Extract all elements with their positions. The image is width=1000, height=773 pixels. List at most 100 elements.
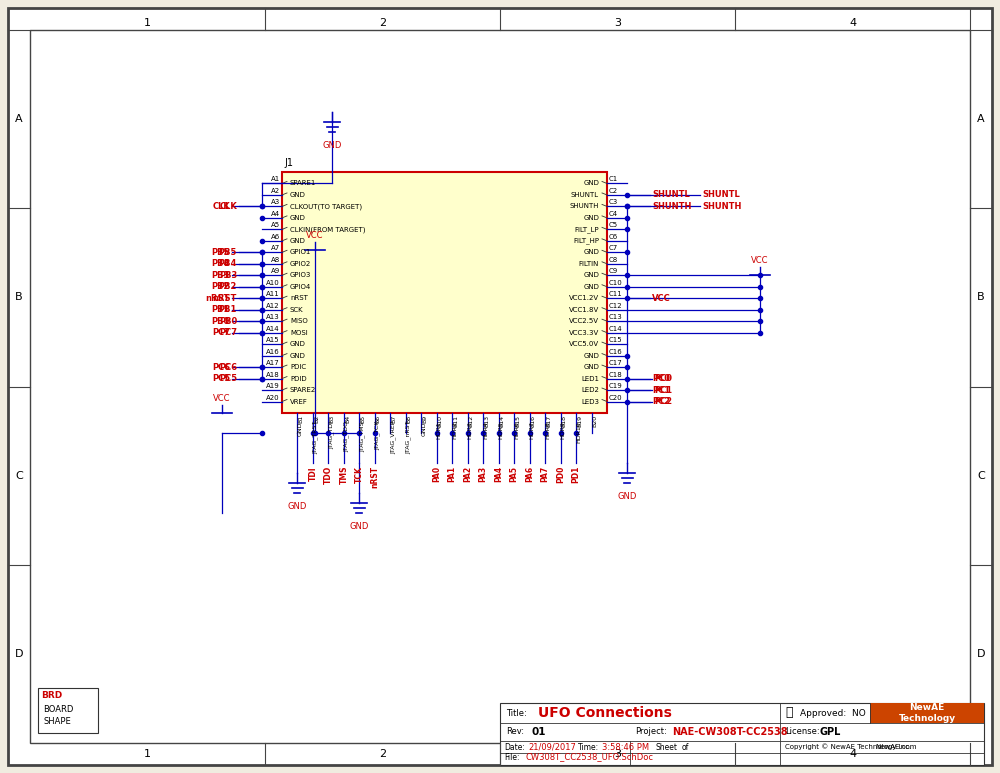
Text: HDR8: HDR8 xyxy=(545,421,550,439)
Text: B18: B18 xyxy=(562,415,567,427)
Text: B5: B5 xyxy=(360,415,365,423)
Text: A7: A7 xyxy=(271,245,280,251)
Text: SPARE2: SPARE2 xyxy=(290,387,316,393)
Text: PC5: PC5 xyxy=(219,374,237,383)
Text: PB4: PB4 xyxy=(219,259,237,268)
Text: JTAG_nRST: JTAG_nRST xyxy=(406,421,411,455)
Text: PC5: PC5 xyxy=(212,374,230,383)
Text: 3: 3 xyxy=(614,18,621,28)
Text: 1: 1 xyxy=(144,18,151,28)
Text: NewAE
Technology: NewAE Technology xyxy=(898,703,956,723)
Text: PB5: PB5 xyxy=(212,248,230,257)
Text: JTAG_TDI: JTAG_TDI xyxy=(328,421,334,449)
Text: nRST: nRST xyxy=(206,294,230,303)
Text: HDR3: HDR3 xyxy=(468,421,473,439)
Text: 3:58:46 PM: 3:58:46 PM xyxy=(602,743,649,751)
Text: HDR9: HDR9 xyxy=(561,421,566,439)
Text: GND: GND xyxy=(583,215,599,221)
Text: A9: A9 xyxy=(271,268,280,274)
Text: Approved:  NO: Approved: NO xyxy=(800,709,866,717)
Text: B11: B11 xyxy=(453,415,458,427)
Text: GPL: GPL xyxy=(820,727,841,737)
Text: LED2: LED2 xyxy=(581,387,599,393)
Text: C4: C4 xyxy=(609,211,618,217)
Text: A2: A2 xyxy=(271,188,280,194)
Text: SHUNTH: SHUNTH xyxy=(570,203,599,209)
Text: VCC: VCC xyxy=(751,257,769,265)
Text: GND: GND xyxy=(583,364,599,370)
Text: C18: C18 xyxy=(609,372,623,377)
Text: TCK: TCK xyxy=(355,466,364,483)
Text: GND: GND xyxy=(290,341,306,347)
Text: TDI: TDI xyxy=(308,466,317,481)
Text: TDO: TDO xyxy=(324,466,333,484)
Text: A18: A18 xyxy=(266,372,280,377)
Text: B: B xyxy=(15,292,23,302)
Text: NewAE.com: NewAE.com xyxy=(875,744,916,750)
Text: C8: C8 xyxy=(609,257,618,263)
Bar xyxy=(870,703,984,723)
Text: B13: B13 xyxy=(484,415,489,427)
Text: NAE-CW308T-CC2538: NAE-CW308T-CC2538 xyxy=(672,727,788,737)
Text: MISO: MISO xyxy=(290,318,308,324)
Text: PC7: PC7 xyxy=(212,329,230,337)
Text: JTAG_TRST: JTAG_TRST xyxy=(313,421,319,455)
Text: C17: C17 xyxy=(609,360,623,366)
Text: nRST: nRST xyxy=(290,295,308,301)
Text: 4: 4 xyxy=(849,749,856,759)
Text: A11: A11 xyxy=(266,291,280,298)
Text: PDID: PDID xyxy=(290,376,307,382)
Text: Copyright © NewAE Technology Inc.: Copyright © NewAE Technology Inc. xyxy=(785,744,911,751)
Text: A4: A4 xyxy=(271,211,280,217)
Text: SPARE1: SPARE1 xyxy=(290,180,316,186)
Text: VCC5.0V: VCC5.0V xyxy=(569,341,599,347)
Text: FILT_LP: FILT_LP xyxy=(574,226,599,233)
Text: MOSI: MOSI xyxy=(290,329,308,335)
Text: PA3: PA3 xyxy=(479,466,488,482)
Text: A1: A1 xyxy=(271,176,280,182)
Text: GND: GND xyxy=(297,421,302,435)
Text: A19: A19 xyxy=(266,383,280,389)
Text: LED1: LED1 xyxy=(581,376,599,382)
Text: PB3: PB3 xyxy=(212,271,230,280)
Text: nRST: nRST xyxy=(213,294,237,303)
Text: SHUNTH: SHUNTH xyxy=(652,202,691,211)
Text: VCC: VCC xyxy=(306,231,324,240)
Text: C20: C20 xyxy=(609,394,623,400)
Text: GND: GND xyxy=(421,421,426,435)
Text: A14: A14 xyxy=(266,325,280,332)
Text: PD1: PD1 xyxy=(572,466,581,483)
Text: B6: B6 xyxy=(376,415,381,423)
Text: D: D xyxy=(15,649,23,659)
Text: PC7: PC7 xyxy=(219,329,237,337)
Text: SHAPE: SHAPE xyxy=(43,717,71,727)
Text: VCC2.5V: VCC2.5V xyxy=(569,318,599,324)
Text: UFO Connections: UFO Connections xyxy=(538,706,672,720)
Bar xyxy=(500,703,984,765)
Text: PC1: PC1 xyxy=(652,386,670,394)
Text: HDR2: HDR2 xyxy=(452,421,457,439)
Text: Title:: Title: xyxy=(506,709,527,717)
Text: SCK: SCK xyxy=(290,307,304,313)
Text: SHUNTL: SHUNTL xyxy=(702,190,740,199)
Text: B16: B16 xyxy=(531,415,536,427)
Text: VREF: VREF xyxy=(290,399,308,404)
Text: C1: C1 xyxy=(609,176,618,182)
Text: A: A xyxy=(15,114,23,124)
Text: BRD: BRD xyxy=(41,692,62,700)
Text: PB2: PB2 xyxy=(219,282,237,291)
Text: SHUNTH: SHUNTH xyxy=(702,202,741,211)
Text: GND: GND xyxy=(583,284,599,290)
Text: FILTIN: FILTIN xyxy=(579,261,599,267)
Text: PDIC: PDIC xyxy=(290,364,306,370)
Text: VCC1.2V: VCC1.2V xyxy=(569,295,599,301)
Text: C: C xyxy=(977,471,985,481)
Text: PC0: PC0 xyxy=(652,374,670,383)
Text: B12: B12 xyxy=(469,415,474,427)
Text: Project:: Project: xyxy=(635,727,667,737)
Text: Date:: Date: xyxy=(504,743,525,751)
Text: of: of xyxy=(682,743,689,751)
Text: HDR1: HDR1 xyxy=(437,421,442,439)
Text: Rev:: Rev: xyxy=(506,727,524,737)
Text: JTAG_TMS: JTAG_TMS xyxy=(359,421,365,451)
